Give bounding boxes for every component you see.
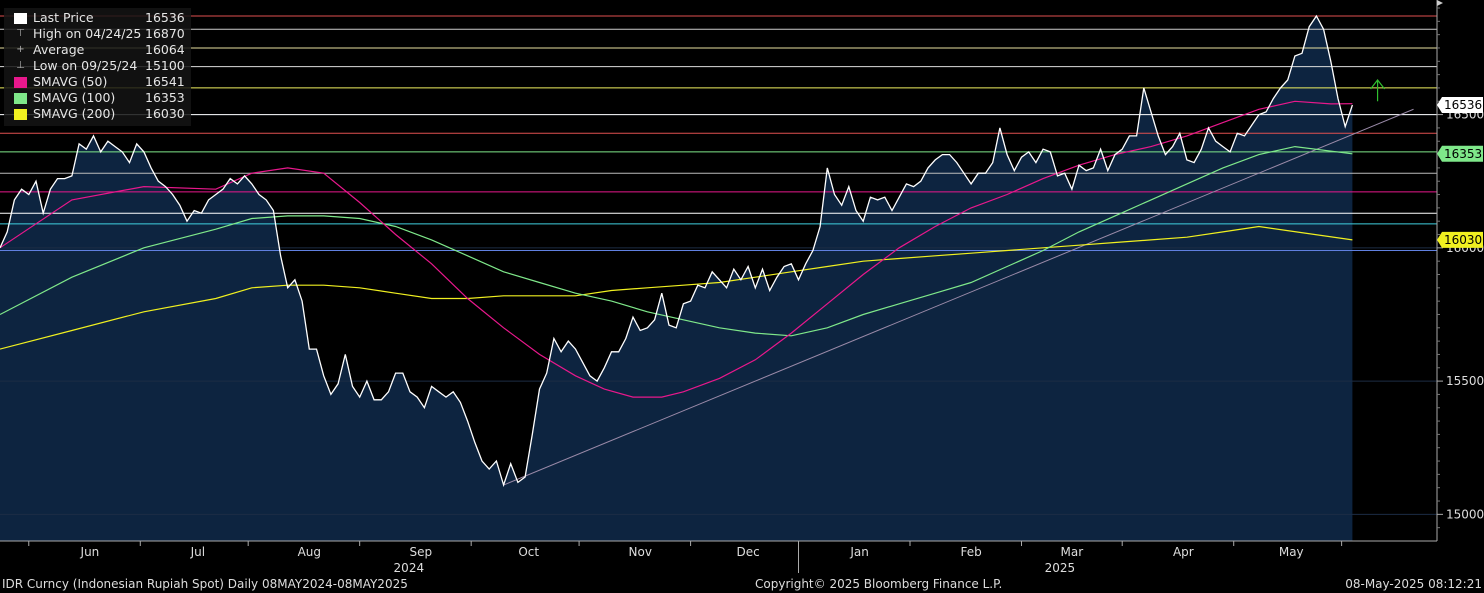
legend-swatch bbox=[14, 76, 27, 88]
x-tick-label: Jun bbox=[80, 545, 100, 559]
value-tag bbox=[1437, 231, 1483, 248]
legend-label: SMAVG (200) bbox=[33, 106, 116, 121]
legend-marker-icon: + bbox=[16, 43, 25, 55]
legend-item: ⊥ Low on 09/25/24 15100 bbox=[8, 58, 185, 74]
legend-value: 15100 bbox=[145, 58, 185, 73]
trendline bbox=[503, 108, 1414, 486]
year-label: 2024 bbox=[394, 561, 425, 575]
legend-label: Average bbox=[33, 42, 85, 57]
legend-label: High on 04/24/25 bbox=[33, 26, 142, 41]
x-tick-label: Jan bbox=[849, 545, 869, 559]
legend-value: 16353 bbox=[145, 90, 185, 105]
x-tick-label: Jul bbox=[190, 545, 205, 559]
value-tag-label: 16353 bbox=[1444, 147, 1482, 161]
value-tag bbox=[1437, 97, 1483, 114]
axis-end-icon bbox=[1437, 0, 1443, 6]
smavg200-line bbox=[0, 225, 1353, 350]
value-tag-label: 16536 bbox=[1444, 98, 1482, 112]
year-label: 2025 bbox=[1045, 561, 1076, 575]
up-arrow-head-icon bbox=[1370, 78, 1386, 90]
value-tag-label: 16030 bbox=[1444, 233, 1482, 247]
legend-label: Last Price bbox=[33, 10, 94, 25]
legend-label: Low on 09/25/24 bbox=[33, 58, 138, 73]
legend-item: SMAVG (50) 16541 bbox=[8, 74, 185, 90]
legend-label: SMAVG (50) bbox=[33, 74, 108, 89]
legend-value: 16870 bbox=[145, 26, 185, 41]
legend-value: 16030 bbox=[145, 106, 185, 121]
legend-value: 16541 bbox=[145, 74, 185, 89]
smavg100-line bbox=[0, 145, 1353, 337]
x-tick-label: Sep bbox=[410, 545, 433, 559]
footer-security-info: IDR Curncy (Indonesian Rupiah Spot) Dail… bbox=[2, 577, 408, 591]
legend: Last Price 16536 ⊤ High on 04/24/25 16870 + Av… bbox=[4, 8, 191, 126]
y-tick-label: 15000 bbox=[1446, 507, 1484, 521]
smavg50-line bbox=[0, 100, 1353, 398]
legend-swatch bbox=[14, 12, 27, 24]
legend-item: SMAVG (200) 16030 bbox=[8, 106, 185, 122]
price-area-fill bbox=[0, 16, 1353, 541]
legend-item: Last Price 16536 bbox=[8, 10, 185, 26]
value-tag bbox=[1437, 145, 1483, 162]
x-tick-label: Dec bbox=[737, 545, 760, 559]
x-tick-label: Nov bbox=[629, 545, 652, 559]
x-tick-label: May bbox=[1279, 545, 1304, 559]
legend-item: SMAVG (100) 16353 bbox=[8, 90, 185, 106]
footer-copyright: Copyright© 2025 Bloomberg Finance L.P. bbox=[755, 577, 1003, 591]
legend-marker-icon: ⊥ bbox=[16, 59, 25, 71]
x-tick-label: Apr bbox=[1173, 545, 1194, 559]
x-tick-label: Feb bbox=[961, 545, 982, 559]
legend-item: + Average 16064 bbox=[8, 42, 185, 58]
legend-value: 16064 bbox=[145, 42, 185, 57]
legend-label: SMAVG (100) bbox=[33, 90, 116, 105]
legend-marker-icon: ⊤ bbox=[16, 27, 25, 39]
legend-item: ⊤ High on 04/24/25 16870 bbox=[8, 26, 185, 42]
last-price-line bbox=[0, 14, 1354, 488]
legend-value: 16536 bbox=[145, 10, 185, 25]
footer-timestamp: 08-May-2025 08:12:21 bbox=[1345, 577, 1482, 591]
legend-swatch bbox=[14, 92, 27, 104]
x-tick-label: Aug bbox=[298, 545, 321, 559]
x-tick-label: Mar bbox=[1061, 545, 1084, 559]
legend-swatch bbox=[14, 108, 27, 120]
y-tick-label: 15500 bbox=[1446, 374, 1484, 388]
x-tick-label: Oct bbox=[518, 545, 539, 559]
